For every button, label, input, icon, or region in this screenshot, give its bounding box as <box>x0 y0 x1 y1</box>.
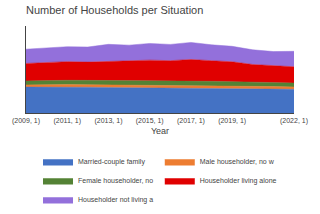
svg-text:(2009, 1): (2009, 1) <box>12 117 40 125</box>
svg-text:Female householder, no: Female householder, no <box>78 177 153 184</box>
svg-text:(2013, 1): (2013, 1) <box>94 117 122 125</box>
svg-text:(2019, 1): (2019, 1) <box>218 117 246 125</box>
svg-text:(2022, 1): (2022, 1) <box>280 117 308 125</box>
svg-text:Householder not living a: Householder not living a <box>78 196 153 204</box>
svg-text:(2015, 1): (2015, 1) <box>136 117 164 125</box>
svg-text:Male householder, no w: Male householder, no w <box>200 158 275 165</box>
svg-text:Householder living alone: Householder living alone <box>200 177 277 185</box>
svg-text:Number of Households per Situa: Number of Households per Situation <box>26 4 203 16</box>
svg-text:(2011, 1): (2011, 1) <box>53 117 81 125</box>
svg-text:Year: Year <box>151 126 169 136</box>
svg-text:(2017, 1): (2017, 1) <box>177 117 205 125</box>
svg-text:Married-couple family: Married-couple family <box>78 158 145 166</box>
